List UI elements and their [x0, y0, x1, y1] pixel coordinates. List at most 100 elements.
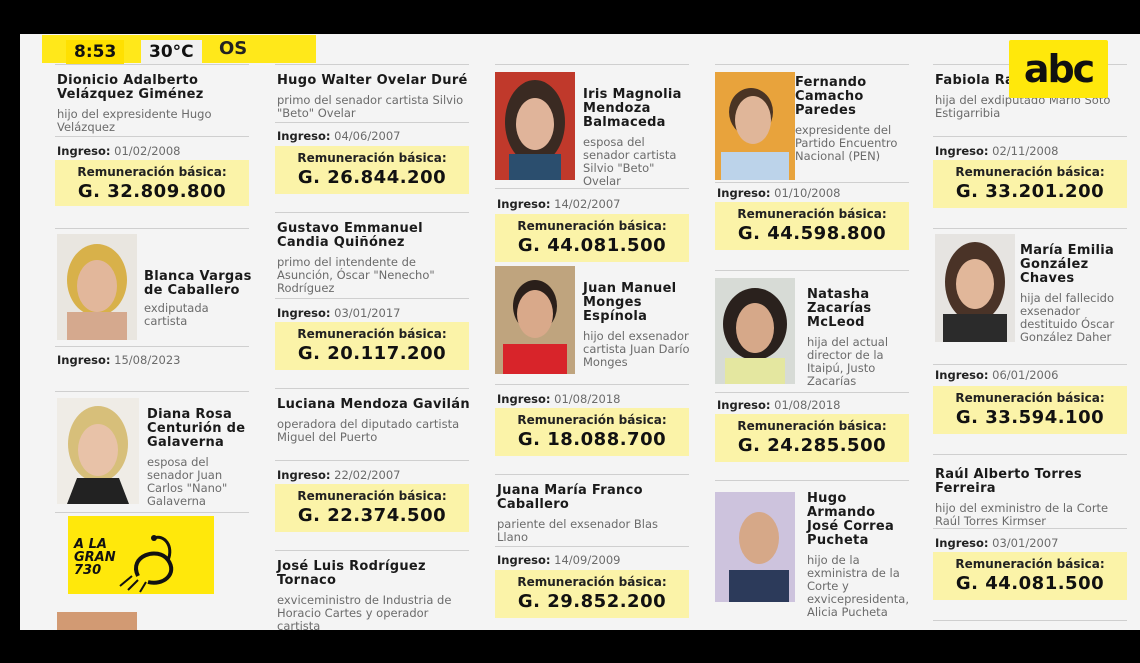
person-description: hijo del expresidente Hugo Velázquez: [57, 107, 212, 134]
person-card: Juana María Franco Caballero pariente de…: [497, 484, 691, 544]
ingreso-line: Ingreso: 06/01/2006: [935, 368, 1059, 382]
person-photo: [495, 72, 575, 180]
divider: [275, 550, 469, 551]
scorpion-icon: [68, 516, 214, 594]
person-description: hijo del exministro de la Corte Raúl Tor…: [935, 501, 1109, 528]
ingreso-line: Ingreso: 14/02/2007: [497, 197, 621, 211]
person-card: Hugo Armando José Correa Pucheta hijo de…: [807, 491, 909, 619]
salary-label: Remuneración básica:: [955, 165, 1105, 179]
salary-label: Remuneración básica:: [77, 165, 227, 179]
ingreso-line: Ingreso: 22/02/2007: [277, 468, 401, 482]
salary-box: Remuneración básica: G. 44.081.500: [495, 214, 689, 262]
person-description: hija del fallecido exsenador destituido …: [1020, 291, 1115, 344]
person-description: expresidente del Partido Encuentro Nacio…: [795, 123, 898, 163]
salary-label: Remuneración básica:: [955, 557, 1105, 571]
salary-box: Remuneración básica: G. 24.285.500: [715, 414, 909, 462]
salary-amount: G. 44.081.500: [517, 235, 667, 256]
person-card: Blanca Vargas de Caballero exdiputada ca…: [144, 270, 254, 328]
person-description: primo del senador cartista Silvio "Beto"…: [277, 93, 464, 120]
person-description: operadora del diputado cartista Miguel d…: [277, 417, 460, 444]
person-photo: [715, 72, 795, 180]
article-graphic: Dionicio Adalberto Velázquez Giménez hij…: [20, 34, 1140, 630]
person-card: Dionicio Adalberto Velázquez Giménez hij…: [57, 74, 251, 134]
salary-amount: G. 18.088.700: [517, 429, 667, 450]
person-name: Iris Magnolia Mendoza Balmaceda: [583, 87, 682, 130]
divider: [933, 364, 1127, 365]
salary-label: Remuneración básica:: [737, 419, 887, 433]
person-name: Natasha Zacarías McLeod: [807, 287, 872, 330]
ingreso-line: Ingreso: 04/06/2007: [277, 129, 401, 143]
divider: [715, 392, 909, 393]
divider: [275, 64, 469, 65]
divider: [495, 384, 689, 385]
person-name: Hugo Walter Ovelar Duré: [277, 73, 468, 88]
salary-box: Remuneración básica: G. 22.374.500: [275, 484, 469, 532]
salary-amount: G. 44.081.500: [955, 573, 1105, 594]
person-photo: [715, 278, 795, 384]
salary-box: Remuneración básica: G. 44.081.500: [933, 552, 1127, 600]
person-name: Diana Rosa Centurión de Galaverna: [147, 407, 246, 450]
ingreso-line: Ingreso: 03/01/2007: [935, 536, 1059, 550]
divider: [933, 454, 1127, 455]
person-name: Raúl Alberto Torres Ferreira: [935, 467, 1082, 496]
salary-box: Remuneración básica: G. 44.598.800: [715, 202, 909, 250]
divider: [55, 228, 249, 229]
salary-label: Remuneración básica:: [737, 207, 887, 221]
person-photo: [57, 398, 139, 504]
salary-amount: G. 44.598.800: [737, 223, 887, 244]
person-name: Dionicio Adalberto Velázquez Giménez: [57, 73, 204, 102]
person-description: pariente del exsenador Blas Llano: [497, 517, 659, 544]
salary-amount: G. 26.844.200: [297, 167, 447, 188]
person-card: Natasha Zacarías McLeod hija del actual …: [807, 288, 907, 388]
person-card: Fernando Camacho Paredes expresidente de…: [795, 76, 905, 163]
salary-label: Remuneración básica:: [517, 575, 667, 589]
divider: [933, 228, 1127, 229]
person-card: María Emilia González Chaves hija del fa…: [1020, 244, 1130, 344]
person-description: hijo del exsenador cartista Juan Darío M…: [583, 329, 690, 369]
person-photo: [715, 492, 795, 602]
person-description: exdiputada cartista: [144, 301, 209, 328]
person-card: Raúl Alberto Torres Ferreira hijo del ex…: [935, 468, 1129, 528]
person-photo: [57, 612, 137, 630]
salary-label: Remuneración básica:: [297, 489, 447, 503]
divider: [715, 480, 909, 481]
ingreso-line: Ingreso: 01/10/2008: [717, 186, 841, 200]
salary-box: Remuneración básica: G. 29.852.200: [495, 570, 689, 618]
divider: [495, 64, 689, 65]
ingreso-line: Ingreso: 01/08/2018: [717, 398, 841, 412]
salary-box: Remuneración básica: G. 26.844.200: [275, 146, 469, 194]
divider: [933, 136, 1127, 137]
salary-amount: G. 22.374.500: [297, 505, 447, 526]
person-name: Hugo Armando José Correa Pucheta: [807, 491, 895, 548]
ingreso-line: Ingreso: 01/02/2008: [57, 144, 181, 158]
program-name: A LA GRAN 730: [74, 537, 116, 578]
divider: [495, 188, 689, 189]
salary-amount: G. 20.117.200: [297, 343, 447, 364]
salary-label: Remuneración básica:: [955, 391, 1105, 405]
salary-box: Remuneración básica: G. 20.117.200: [275, 322, 469, 370]
logo-text: abc: [1023, 47, 1095, 91]
person-card: Juan Manuel Monges Espínola hijo del exs…: [583, 282, 693, 369]
salary-amount: G. 33.594.100: [955, 407, 1105, 428]
divider: [55, 391, 249, 392]
person-photo: [495, 266, 575, 374]
ingreso-line: Ingreso: 02/11/2008: [935, 144, 1059, 158]
divider: [275, 298, 469, 299]
person-description: hija del actual director de la Itaipú, J…: [807, 335, 889, 388]
person-name: Luciana Mendoza Gavilán: [277, 397, 470, 412]
person-name: María Emilia González Chaves: [1020, 243, 1115, 286]
divider: [495, 474, 689, 475]
salary-label: Remuneración básica:: [297, 151, 447, 165]
divider: [275, 460, 469, 461]
divider: [933, 620, 1127, 621]
person-description: hijo de la exministra de la Corte y exvi…: [807, 553, 909, 619]
salary-box: Remuneración básica: G. 33.594.100: [933, 386, 1127, 434]
divider: [275, 122, 469, 123]
person-description: esposa del senador Juan Carlos "Nano" Ga…: [147, 455, 228, 508]
divider: [495, 546, 689, 547]
person-card: José Luis Rodríguez Tornaco exviceminist…: [277, 560, 471, 631]
person-name: Fernando Camacho Paredes: [795, 75, 867, 118]
person-card: Iris Magnolia Mendoza Balmaceda esposa d…: [583, 88, 693, 188]
abc-logo: abc: [1009, 40, 1108, 98]
divider: [715, 270, 909, 271]
